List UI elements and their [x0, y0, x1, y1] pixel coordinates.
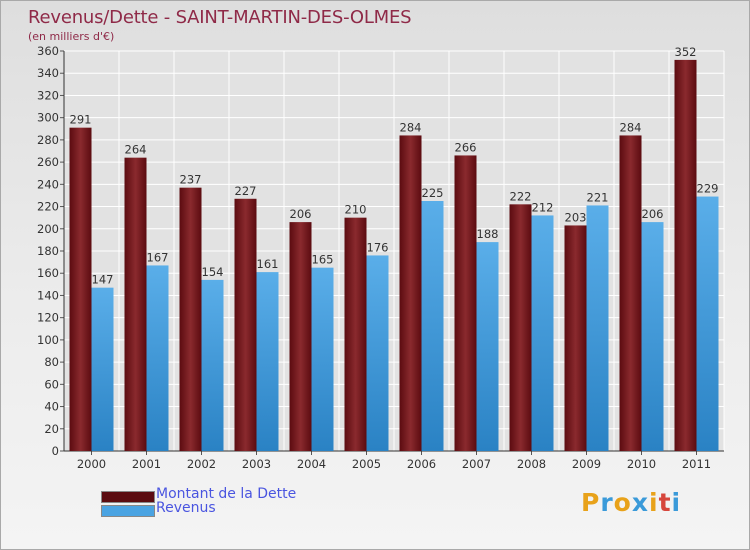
y-tick-label: 140: [37, 288, 59, 302]
data-label-dette: 284: [620, 120, 642, 134]
x-tick-label: 2000: [77, 457, 106, 471]
y-tick-label: 80: [44, 355, 59, 369]
y-tick-label: 260: [37, 155, 59, 169]
x-tick-label: 2001: [132, 457, 161, 471]
y-tick-label: 160: [37, 266, 59, 280]
bar-dette: [564, 225, 587, 451]
bar-revenus: [146, 265, 169, 451]
y-tick-label: 320: [37, 88, 59, 102]
data-label-revenus: 212: [532, 200, 554, 214]
data-label-dette: 284: [400, 120, 422, 134]
logo-letter: t: [658, 488, 672, 517]
y-tick-label: 120: [37, 311, 59, 325]
bars-layer: [69, 59, 719, 452]
y-tick-label: 340: [37, 66, 59, 80]
x-tick-label: 2006: [407, 457, 436, 471]
bar-dette: [124, 157, 147, 451]
labels-layer: 0 20 40 60 80 100 120 140 160 180 200 220 240 260 280 3…: [37, 44, 718, 471]
data-label-dette: 266: [455, 140, 477, 154]
x-tick-label: 2010: [627, 457, 656, 471]
logo-letter: o: [613, 488, 632, 517]
y-tick-label: 240: [37, 177, 59, 191]
data-label-revenus: 221: [587, 190, 609, 204]
bar-revenus: [256, 272, 279, 451]
logo-letter: i: [671, 488, 682, 517]
x-tick-label: 2008: [517, 457, 546, 471]
y-tick-label: 0: [52, 444, 59, 458]
bar-dette: [454, 155, 477, 451]
y-tick-label: 220: [37, 200, 59, 214]
data-label-dette: 203: [565, 210, 587, 224]
y-tick-label: 300: [37, 111, 59, 125]
bar-dette: [674, 59, 697, 452]
grid-layer: [60, 50, 725, 455]
x-tick-label: 2005: [352, 457, 381, 471]
y-tick-label: 180: [37, 244, 59, 258]
y-tick-label: 100: [37, 333, 59, 347]
data-label-revenus: 147: [92, 273, 114, 287]
legend-label-dette: Montant de la Dette: [156, 486, 297, 502]
data-label-revenus: 229: [697, 182, 719, 196]
chart-title: Revenus/Dette - SAINT-MARTIN-DES-OLMES: [28, 7, 412, 28]
data-label-dette: 206: [290, 207, 312, 221]
bar-revenus: [421, 201, 444, 451]
y-tick-label: 360: [37, 44, 59, 58]
bar-dette: [179, 187, 202, 451]
y-tick-label: 40: [44, 400, 59, 414]
data-label-revenus: 176: [367, 240, 389, 254]
data-label-revenus: 167: [147, 250, 169, 264]
bar-revenus: [586, 205, 609, 451]
x-tick-label: 2009: [572, 457, 601, 471]
y-tick-label: 200: [37, 222, 59, 236]
bar-dette: [344, 217, 367, 451]
bar-revenus: [311, 267, 334, 451]
chart-subtitle: (en milliers d'€): [28, 30, 115, 43]
y-tick-label: 280: [37, 133, 59, 147]
bar-revenus: [91, 287, 114, 451]
bar-dette: [509, 204, 532, 451]
x-tick-label: 2011: [682, 457, 711, 471]
bar-revenus: [531, 215, 554, 451]
bar-revenus: [696, 196, 719, 451]
legend-swatch-dette: [101, 491, 155, 503]
data-label-revenus: 165: [312, 253, 334, 267]
bar-dette: [234, 198, 257, 451]
bar-dette: [69, 127, 92, 452]
bar-revenus: [366, 255, 389, 451]
data-label-revenus: 188: [477, 227, 499, 241]
x-tick-label: 2003: [242, 457, 271, 471]
proxiti-logo: Proxiti: [581, 488, 681, 517]
data-label-revenus: 206: [642, 207, 664, 221]
data-label-dette: 237: [180, 173, 202, 187]
bar-revenus: [201, 279, 224, 451]
data-label-dette: 227: [235, 184, 257, 198]
logo-letter: P: [581, 488, 601, 517]
legend-label-revenus: Revenus: [156, 500, 216, 516]
x-tick-label: 2004: [297, 457, 326, 471]
x-tick-label: 2002: [187, 457, 216, 471]
bar-revenus: [476, 242, 499, 451]
data-label-revenus: 154: [202, 265, 224, 279]
data-label-revenus: 161: [257, 257, 279, 271]
bar-revenus: [641, 222, 664, 451]
data-label-dette: 352: [675, 45, 697, 59]
data-label-dette: 291: [70, 113, 92, 127]
x-tick-label: 2007: [462, 457, 491, 471]
bar-dette: [619, 135, 642, 451]
bar-dette: [399, 135, 422, 451]
logo-letter: x: [631, 488, 649, 517]
data-label-dette: 210: [345, 203, 367, 217]
legend-swatch-revenus: [101, 505, 155, 517]
y-tick-label: 60: [44, 377, 59, 391]
bar-dette: [289, 222, 312, 451]
y-tick-label: 20: [44, 422, 59, 436]
data-label-revenus: 225: [422, 186, 444, 200]
logo-letter: r: [600, 488, 614, 517]
logo-letter: i: [649, 488, 659, 517]
data-label-dette: 264: [125, 143, 147, 157]
data-label-dette: 222: [510, 189, 532, 203]
